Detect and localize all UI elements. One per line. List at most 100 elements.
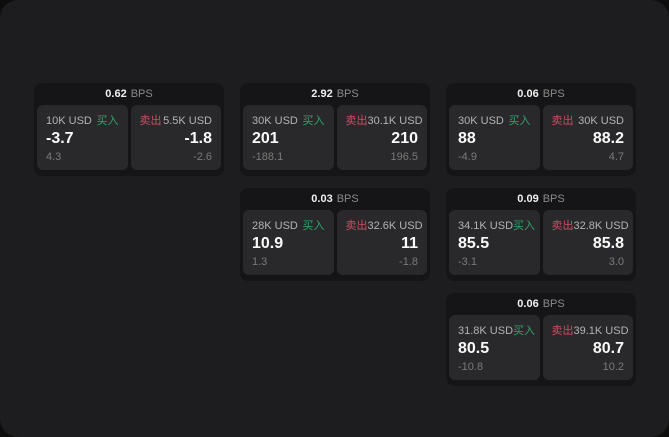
buy-tile-header: 30K USD 买入 [458, 112, 531, 128]
buy-tag: 买入 [508, 115, 531, 127]
quote-sides: 10K USD 买入 -3.7 4.3 卖出 5.5K USD -1.8 -2.… [37, 105, 221, 170]
buy-size: 31.8K USD [458, 325, 514, 337]
buy-tag: 买入 [513, 325, 536, 337]
sell-value: 11 [401, 235, 418, 252]
buy-tile[interactable]: 30K USD 买入 88 -4.9 [449, 105, 540, 170]
sell-delta: -2.6 [193, 151, 212, 163]
buy-size: 28K USD [252, 220, 298, 232]
sell-value: -1.8 [184, 130, 212, 147]
sell-tile-header: 卖出 30.1K USD [345, 112, 423, 128]
sell-size: 30.1K USD [367, 115, 423, 127]
sell-tile-header: 卖出 5.5K USD [140, 112, 213, 128]
card-header: 0.03 BPS [243, 188, 427, 210]
sell-tag: 卖出 [551, 220, 574, 232]
sell-size: 32.8K USD [573, 220, 629, 232]
spread-bps-value: 0.06 [517, 88, 539, 100]
sell-tile[interactable]: 卖出 30K USD 88.2 4.7 [542, 105, 633, 170]
buy-tile-header: 34.1K USD 买入 [458, 217, 535, 233]
buy-size: 30K USD [458, 115, 504, 127]
spread-bps-value: 0.06 [517, 298, 539, 310]
sell-tile-header: 卖出 32.6K USD [345, 217, 423, 233]
sell-tile[interactable]: 卖出 39.1K USD 80.7 10.2 [542, 315, 633, 380]
buy-value: 88 [458, 130, 476, 147]
sell-tile-header: 卖出 32.8K USD [551, 217, 629, 233]
quote-card: 0.09 BPS 34.1K USD 买入 85.5 -3.1 卖出 32.8K… [446, 188, 636, 281]
sell-delta: 4.7 [608, 151, 624, 163]
buy-delta: -3.1 [458, 256, 477, 268]
buy-value: 201 [252, 130, 279, 147]
sell-tile-header: 卖出 39.1K USD [551, 322, 629, 338]
sell-tag: 卖出 [551, 115, 574, 127]
sell-tag: 卖出 [345, 220, 368, 232]
sell-tag: 卖出 [139, 115, 162, 127]
spread-bps-unit: BPS [130, 88, 153, 100]
quote-card: 0.06 BPS 31.8K USD 买入 80.5 -10.8 卖出 39.1… [446, 293, 636, 386]
sell-value: 88.2 [592, 130, 624, 147]
buy-tag: 买入 [302, 220, 325, 232]
sell-tile[interactable]: 卖出 5.5K USD -1.8 -2.6 [130, 105, 221, 170]
buy-tag: 买入 [302, 115, 325, 127]
sell-value: 80.7 [592, 340, 624, 357]
sell-size: 39.1K USD [573, 325, 629, 337]
sell-size: 5.5K USD [163, 115, 212, 127]
quote-card: 0.62 BPS 10K USD 买入 -3.7 4.3 卖出 5.5K USD… [34, 83, 224, 176]
buy-tile-header: 10K USD 买入 [46, 112, 119, 128]
buy-tile-header: 28K USD 买入 [252, 217, 325, 233]
sell-tile-header: 卖出 30K USD [552, 112, 625, 128]
buy-delta: 1.3 [252, 256, 268, 268]
buy-tile[interactable]: 10K USD 买入 -3.7 4.3 [37, 105, 128, 170]
buy-tag: 买入 [96, 115, 119, 127]
buy-tile[interactable]: 31.8K USD 买入 80.5 -10.8 [449, 315, 540, 380]
sell-size: 32.6K USD [367, 220, 423, 232]
card-header: 2.92 BPS [243, 83, 427, 105]
buy-size: 34.1K USD [458, 220, 514, 232]
sell-delta: 3.0 [608, 256, 624, 268]
quote-sides: 28K USD 买入 10.9 1.3 卖出 32.6K USD 11 -1.8 [243, 210, 427, 275]
buy-value: -3.7 [46, 130, 74, 147]
quote-sides: 30K USD 买入 201 -188.1 卖出 30.1K USD 210 1… [243, 105, 427, 170]
spread-bps-value: 0.03 [311, 193, 333, 205]
buy-delta: 4.3 [46, 151, 62, 163]
spread-bps-unit: BPS [542, 298, 565, 310]
card-header: 0.62 BPS [37, 83, 221, 105]
buy-value: 85.5 [458, 235, 490, 252]
spread-bps-unit: BPS [542, 88, 565, 100]
sell-value: 210 [391, 130, 418, 147]
card-header: 0.06 BPS [449, 83, 633, 105]
spread-bps-unit: BPS [336, 88, 359, 100]
spread-bps-value: 0.09 [517, 193, 539, 205]
sell-value: 85.8 [592, 235, 624, 252]
spread-bps-value: 2.92 [311, 88, 333, 100]
buy-value: 10.9 [252, 235, 284, 252]
sell-tile[interactable]: 卖出 32.8K USD 85.8 3.0 [542, 210, 633, 275]
sell-delta: 10.2 [602, 361, 624, 373]
buy-delta: -188.1 [252, 151, 284, 163]
sell-size: 30K USD [578, 115, 624, 127]
card-header: 0.09 BPS [449, 188, 633, 210]
sell-tag: 卖出 [345, 115, 368, 127]
buy-size: 10K USD [46, 115, 92, 127]
buy-delta: -10.8 [458, 361, 484, 373]
buy-tile[interactable]: 34.1K USD 买入 85.5 -3.1 [449, 210, 540, 275]
quote-sides: 31.8K USD 买入 80.5 -10.8 卖出 39.1K USD 80.… [449, 315, 633, 380]
quote-sides: 34.1K USD 买入 85.5 -3.1 卖出 32.8K USD 85.8… [449, 210, 633, 275]
buy-tile[interactable]: 30K USD 买入 201 -188.1 [243, 105, 334, 170]
quote-card: 0.03 BPS 28K USD 买入 10.9 1.3 卖出 32.6K US… [240, 188, 430, 281]
sell-tile[interactable]: 卖出 30.1K USD 210 196.5 [336, 105, 427, 170]
buy-tile[interactable]: 28K USD 买入 10.9 1.3 [243, 210, 334, 275]
quote-sides: 30K USD 买入 88 -4.9 卖出 30K USD 88.2 4.7 [449, 105, 633, 170]
buy-size: 30K USD [252, 115, 298, 127]
buy-tile-header: 31.8K USD 买入 [458, 322, 535, 338]
spread-bps-value: 0.62 [105, 88, 127, 100]
spread-bps-unit: BPS [336, 193, 359, 205]
sell-tile[interactable]: 卖出 32.6K USD 11 -1.8 [336, 210, 427, 275]
buy-tile-header: 30K USD 买入 [252, 112, 325, 128]
quote-card: 2.92 BPS 30K USD 买入 201 -188.1 卖出 30.1K … [240, 83, 430, 176]
spread-bps-unit: BPS [542, 193, 565, 205]
quote-card: 0.06 BPS 30K USD 买入 88 -4.9 卖出 30K USD 8… [446, 83, 636, 176]
sell-delta: -1.8 [399, 256, 418, 268]
buy-tag: 买入 [513, 220, 536, 232]
buy-value: 80.5 [458, 340, 490, 357]
sell-tag: 卖出 [551, 325, 574, 337]
